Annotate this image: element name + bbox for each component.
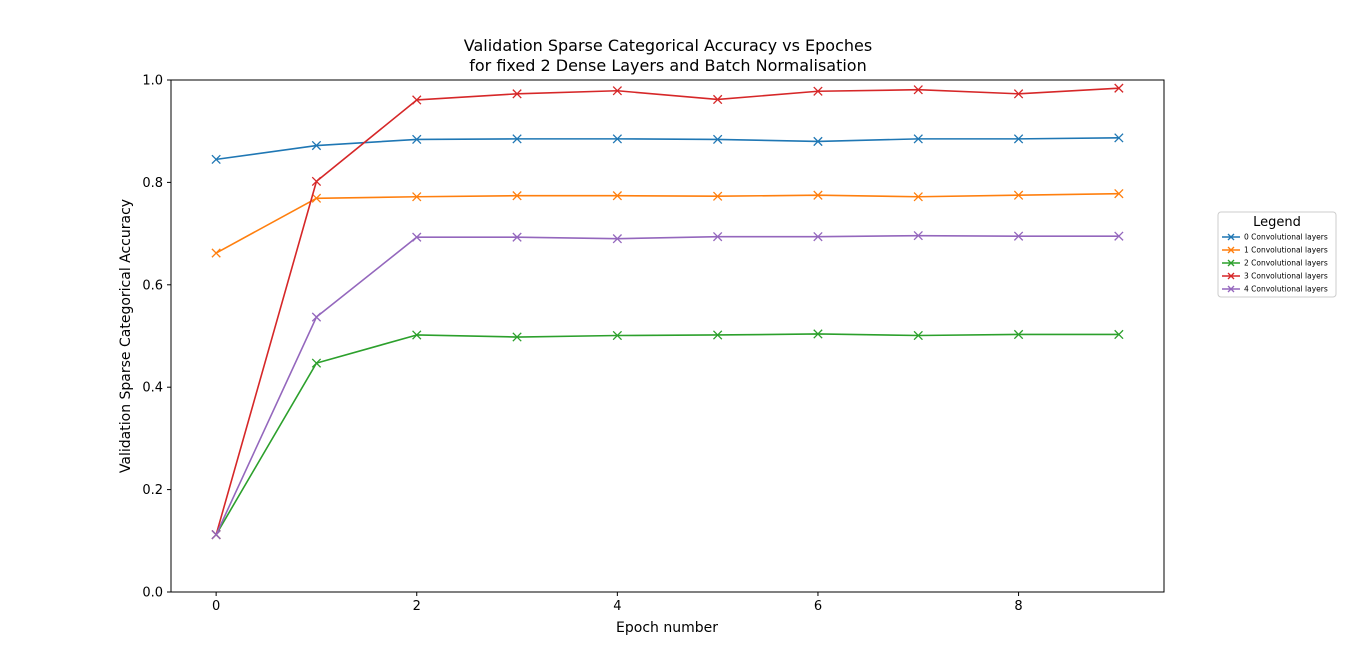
series-line [215, 192, 1119, 254]
series-line [215, 333, 1119, 536]
series-line [216, 137, 1119, 161]
series-0 [211, 133, 1124, 165]
data-point-marker [813, 232, 823, 242]
data-point-marker [1013, 134, 1024, 144]
legend-label: 1 Convolutional layers [1244, 246, 1328, 255]
data-point-marker [211, 154, 221, 165]
data-point-marker [712, 134, 723, 145]
y-tick-label: 1.0 [142, 74, 163, 89]
legend-label: 0 Convolutional layers [1244, 233, 1328, 242]
legend-marker [1227, 259, 1235, 267]
data-point-marker [712, 330, 723, 340]
series-2 [211, 329, 1124, 540]
data-point-marker [813, 136, 823, 147]
data-point-marker [1013, 190, 1024, 200]
data-point-marker [1013, 89, 1024, 99]
y-axis-label: Validation Sparse Categorical Accuracy [118, 199, 134, 473]
data-point-marker [813, 86, 823, 96]
legend-title: Legend [1253, 215, 1301, 230]
data-point-marker [1114, 329, 1124, 340]
legend-label: 2 Convolutional layers [1244, 259, 1328, 268]
data-point-marker [913, 192, 923, 202]
data-point-marker [913, 330, 923, 341]
series-3 [211, 83, 1124, 540]
y-tick-label: 0.0 [142, 586, 163, 601]
legend: Legend 0 Convolutional layers 1 Convoluti… [1217, 211, 1337, 298]
legend-item: 4 Convolutional layers [1222, 285, 1328, 294]
data-point-marker [612, 134, 623, 144]
y-axis-ticks: 0.0 0.2 0.4 0.6 0.8 1.0 [142, 74, 171, 601]
data-point-marker [412, 95, 422, 105]
plot-area [170, 79, 1165, 593]
data-point-marker [1114, 133, 1124, 143]
legend-item: 2 Convolutional layers [1222, 259, 1328, 268]
series-line [215, 234, 1119, 535]
legend-box [1217, 211, 1337, 298]
data-point-marker [612, 234, 623, 244]
series-line [215, 87, 1119, 535]
data-point-marker [813, 190, 823, 200]
chart-title-line-2: for fixed 2 Dense Layers and Batch Norma… [469, 56, 866, 75]
data-point-marker [412, 134, 422, 145]
data-point-marker [211, 529, 221, 540]
legend-marker [1227, 285, 1235, 293]
chart-title-line-1: Validation Sparse Categorical Accuracy v… [464, 36, 872, 55]
data-point-marker [311, 140, 322, 151]
data-point-marker [1013, 231, 1024, 241]
data-point-marker [612, 330, 623, 341]
legend-label: 3 Convolutional layers [1244, 272, 1328, 281]
data-point-marker [712, 94, 723, 105]
y-tick-label: 0.8 [142, 176, 163, 191]
data-point-marker [311, 358, 322, 368]
data-point-marker [1114, 189, 1124, 199]
data-point-marker [412, 232, 422, 242]
data-point-marker [512, 89, 522, 99]
data-point-marker [913, 230, 923, 241]
series-lines [211, 83, 1124, 540]
y-tick-label: 0.4 [142, 381, 163, 396]
x-tick-label: 8 [1014, 599, 1022, 614]
x-axis-label: Epoch number [616, 620, 718, 636]
data-point-marker [1013, 329, 1024, 340]
x-tick-label: 0 [212, 599, 220, 614]
data-point-marker [512, 232, 522, 242]
data-point-marker [712, 232, 723, 242]
legend-item: 3 Convolutional layers [1222, 272, 1328, 281]
x-axis-ticks: 0 2 4 6 8 [212, 592, 1023, 614]
data-point-marker [612, 86, 623, 96]
data-point-marker [712, 191, 723, 201]
data-point-marker [311, 193, 322, 203]
legend-items: 0 Convolutional layers 1 Convolutional la… [1222, 233, 1328, 294]
legend-marker [1227, 233, 1235, 241]
legend-label: 4 Convolutional layers [1244, 285, 1328, 294]
y-tick-label: 0.6 [142, 278, 163, 293]
data-point-marker [311, 312, 322, 322]
legend-marker [1227, 246, 1235, 254]
legend-item: 1 Convolutional layers [1222, 246, 1328, 255]
data-point-marker [1114, 83, 1124, 93]
data-point-marker [512, 332, 522, 342]
x-tick-label: 2 [413, 599, 421, 614]
data-point-marker [913, 134, 923, 144]
legend-item: 0 Convolutional layers [1222, 233, 1328, 242]
data-point-marker [913, 85, 923, 95]
data-point-marker [412, 192, 422, 202]
data-point-marker [1114, 231, 1124, 241]
y-tick-label: 0.2 [142, 483, 163, 498]
x-tick-label: 6 [814, 599, 822, 614]
data-point-marker [512, 134, 522, 144]
data-point-marker [211, 248, 221, 258]
data-point-marker [813, 329, 823, 339]
data-point-marker [612, 191, 623, 201]
series-1 [211, 189, 1124, 258]
x-tick-label: 4 [613, 599, 621, 614]
series-4 [211, 230, 1124, 540]
data-point-marker [512, 191, 522, 201]
data-point-marker [311, 176, 322, 187]
legend-marker [1227, 272, 1235, 280]
data-point-marker [412, 330, 422, 340]
